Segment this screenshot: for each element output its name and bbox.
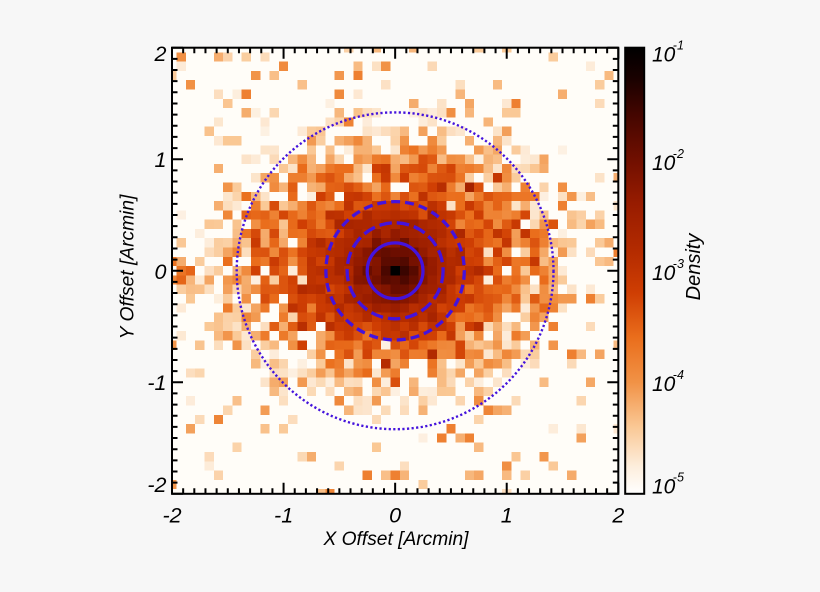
svg-text:-2: -2 <box>147 473 166 497</box>
svg-text:Density: Density <box>683 233 705 301</box>
svg-text:-5: -5 <box>673 471 684 485</box>
svg-text:2: 2 <box>154 42 167 66</box>
svg-text:10: 10 <box>652 262 676 285</box>
svg-text:-3: -3 <box>673 257 684 271</box>
svg-text:1: 1 <box>155 148 167 172</box>
svg-text:Y Offset [Arcmin]: Y Offset [Arcmin] <box>118 194 139 339</box>
svg-text:10: 10 <box>652 44 676 67</box>
svg-text:-1: -1 <box>673 39 684 53</box>
svg-text:-1: -1 <box>147 371 166 395</box>
svg-text:1: 1 <box>501 504 513 528</box>
svg-text:-1: -1 <box>274 504 293 528</box>
svg-text:10: 10 <box>652 373 676 396</box>
svg-text:-4: -4 <box>673 368 684 382</box>
svg-text:2: 2 <box>611 504 624 528</box>
svg-text:10: 10 <box>652 476 676 499</box>
svg-text:-2: -2 <box>162 504 181 528</box>
svg-text:X Offset [Arcmin]: X Offset [Arcmin] <box>322 529 469 550</box>
svg-text:0: 0 <box>155 260 167 284</box>
svg-text:0: 0 <box>389 504 401 528</box>
svg-text:-2: -2 <box>673 147 684 161</box>
svg-text:10: 10 <box>652 152 676 175</box>
